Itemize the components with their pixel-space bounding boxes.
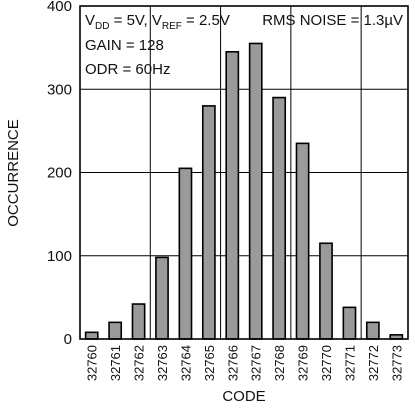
y-axis-ticks: 0 100 200 300 400 [47,0,72,348]
x-tick-label: 32770 [319,345,334,381]
x-tick-label: 32760 [85,345,100,381]
x-tick-label: 32765 [202,345,217,381]
bar-series [84,42,404,340]
bar-32766 [225,50,240,340]
x-tick-label: 32761 [108,345,123,381]
bar-32768 [272,96,287,340]
annotation-supply-end: = 2.5V [182,12,230,29]
x-tick-label: 32764 [178,345,193,381]
bar-32763 [155,256,169,340]
x-tick-label: 32771 [342,345,357,381]
y-axis-title: OCCURRENCE [5,119,22,227]
x-tick-label: 32762 [132,345,147,381]
x-tick-label: 32773 [389,345,404,381]
bar-32770 [319,242,333,340]
annotation-supply-sub-ref: REF [162,21,182,32]
bar-32767 [248,42,263,340]
gridlines [80,6,408,339]
annotation-supply-mid: = 5V, V [109,12,161,29]
bar-32771 [342,306,357,340]
x-tick-label: 32768 [272,345,287,381]
bar-32769 [295,142,310,340]
annotation-gain: GAIN = 128 [85,37,164,54]
y-tick-label: 100 [47,248,72,265]
x-tick-label: 32763 [155,345,170,381]
x-tick-label: 32772 [366,345,381,381]
bar-32762 [131,303,146,340]
annotation-supply-sub-dd: DD [95,21,109,32]
annotation-rms-noise: RMS NOISE = 1.3µV [262,12,403,29]
y-tick-label: 400 [47,0,72,15]
x-axis-ticks: 32760 32761 32762 32763 32764 32765 32766 32767… [85,345,405,381]
x-axis-title: CODE [222,388,265,405]
bar-32765 [201,105,216,340]
bar-32764 [178,167,193,340]
y-tick-label: 200 [47,165,72,182]
y-tick-label: 0 [64,331,72,348]
y-tick-label: 300 [47,81,72,98]
x-tick-label: 32766 [225,345,240,381]
annotation-odr: ODR = 60Hz [85,61,170,78]
annotation-supply: VDD = 5V, VREF = 2.5V [85,12,230,32]
annotation-supply-v1: V [85,12,95,29]
x-tick-label: 32767 [249,345,264,381]
plot-border [79,5,409,340]
x-tick-label: 32769 [296,345,311,381]
bar-32772 [365,321,380,340]
bar-32760 [84,331,99,340]
bar-32761 [108,321,123,340]
